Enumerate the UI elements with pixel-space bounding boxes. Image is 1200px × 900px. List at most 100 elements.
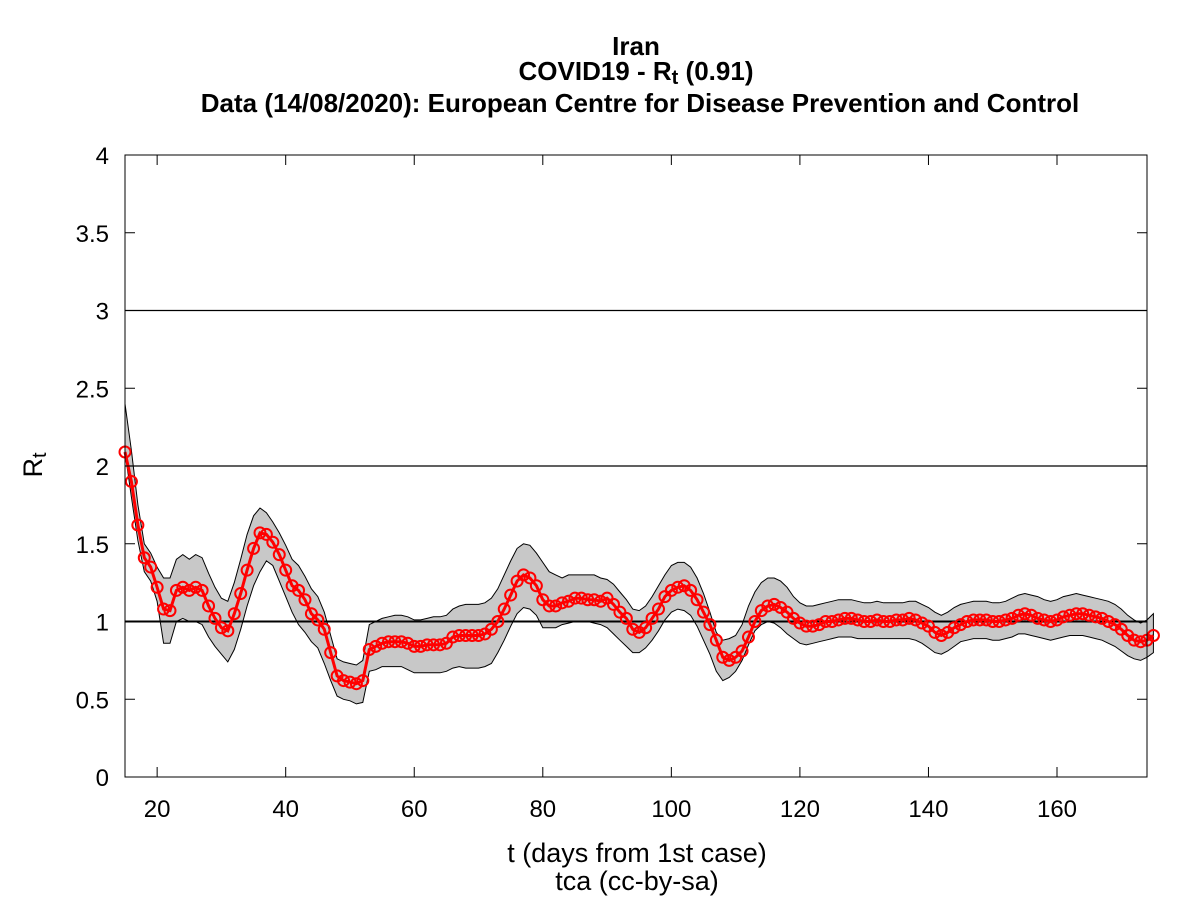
rt-point — [240, 563, 254, 577]
rt-point — [1005, 611, 1019, 625]
rt-point — [1037, 613, 1051, 627]
y-tick-label: 3 — [96, 299, 109, 326]
rt-point — [716, 650, 730, 664]
rt-point — [973, 613, 987, 627]
rt-point — [1056, 610, 1070, 624]
rt-point — [876, 615, 890, 628]
rt-point — [427, 638, 441, 652]
rt-point — [169, 583, 183, 597]
rt-point — [761, 599, 775, 613]
rt-point — [806, 619, 820, 633]
rt-point — [227, 607, 241, 621]
rt-point — [1024, 608, 1038, 622]
y-tick-label: 1 — [96, 610, 109, 637]
rt-point — [324, 646, 338, 660]
rt-point — [909, 613, 923, 627]
rt-point — [343, 675, 357, 689]
rt-point — [947, 621, 961, 635]
rt-point — [671, 580, 685, 594]
rt-point — [356, 674, 370, 688]
rt-point — [844, 611, 858, 625]
x-tick-label: 20 — [144, 796, 171, 823]
rt-point — [574, 591, 588, 605]
rt-point — [433, 638, 447, 652]
rt-point — [979, 613, 993, 627]
y-axis-label-main: R — [18, 458, 48, 478]
rt-point — [1095, 611, 1109, 625]
rt-point — [446, 630, 460, 644]
rt-point — [394, 635, 408, 649]
chart-title-metric: COVID19 - Rt (0.91) — [519, 56, 754, 89]
rt-point — [517, 568, 531, 582]
rt-point — [954, 618, 968, 632]
x-tick-label: 40 — [272, 796, 299, 823]
rt-point — [504, 588, 518, 602]
rt-point — [581, 593, 595, 607]
credit-label: tca (cc-by-sa) — [555, 866, 719, 896]
rt-point — [639, 621, 653, 635]
rt-point — [960, 615, 974, 628]
rt-point — [189, 580, 203, 594]
x-tick-label: 60 — [401, 796, 428, 823]
y-tick-label: 3.5 — [76, 221, 109, 248]
chart-title-metric-prefix: COVID19 - R — [519, 56, 672, 86]
rt-point — [838, 611, 852, 625]
rt-point — [337, 674, 351, 688]
rt-point — [317, 622, 331, 636]
rt-point — [992, 615, 1006, 628]
rt-point — [555, 596, 569, 610]
rt-point — [414, 639, 428, 653]
rt-point — [1146, 628, 1160, 642]
rt-point — [619, 611, 633, 625]
rt-point — [703, 618, 717, 632]
rt-point — [1031, 611, 1045, 625]
rt-point — [915, 616, 929, 630]
y-axis-label: Rt — [18, 452, 51, 478]
rt-point — [202, 599, 216, 613]
y-tick-label: 2.5 — [76, 376, 109, 403]
rt-point — [523, 571, 537, 585]
rt-point — [221, 624, 235, 638]
rt-point — [131, 518, 145, 532]
chart-title-country: Iran — [612, 31, 660, 61]
x-ticks-layer: 20 40 60 80 100 120 140 160 — [144, 155, 1077, 823]
rt-point — [934, 628, 948, 642]
rt-point — [870, 613, 884, 627]
chart-title-source: Data (14/08/2020): European Centre for D… — [201, 88, 1079, 118]
rt-point — [825, 615, 839, 628]
rt-point — [1018, 607, 1032, 621]
rt-point — [1082, 608, 1096, 622]
rt-point — [735, 644, 749, 658]
rt-point — [124, 475, 138, 489]
rt-point — [208, 611, 222, 625]
rt-point — [247, 541, 261, 555]
series-layer — [118, 445, 1160, 691]
rt-point — [1044, 615, 1058, 628]
rt-point — [163, 604, 177, 618]
y-tick-label: 2 — [96, 454, 109, 481]
rt-point — [1069, 607, 1083, 621]
rt-point — [696, 605, 710, 619]
x-tick-label: 120 — [780, 796, 820, 823]
rt-point — [349, 677, 363, 691]
y-ticks-layer: 0 0.5 1 1.5 2 2.5 3 3.5 4 — [76, 143, 1147, 792]
x-tick-label: 140 — [908, 796, 948, 823]
rt-point — [587, 593, 601, 607]
rt-point — [741, 630, 755, 644]
y-tick-label: 0.5 — [76, 687, 109, 714]
rt-point — [465, 628, 479, 642]
rt-point — [722, 653, 736, 667]
rt-point — [195, 583, 209, 597]
reference-lines-layer — [125, 309, 1147, 623]
rt-point — [831, 613, 845, 627]
rt-point — [1050, 613, 1064, 627]
rt-point — [420, 638, 434, 652]
rt-point — [851, 613, 865, 627]
rt-point — [266, 535, 280, 549]
rt-point — [1101, 615, 1115, 628]
x-tick-label: 160 — [1037, 796, 1077, 823]
rt-point — [1127, 633, 1141, 647]
rt-point — [607, 597, 621, 611]
rt-point — [812, 618, 826, 632]
rt-point — [645, 611, 659, 625]
